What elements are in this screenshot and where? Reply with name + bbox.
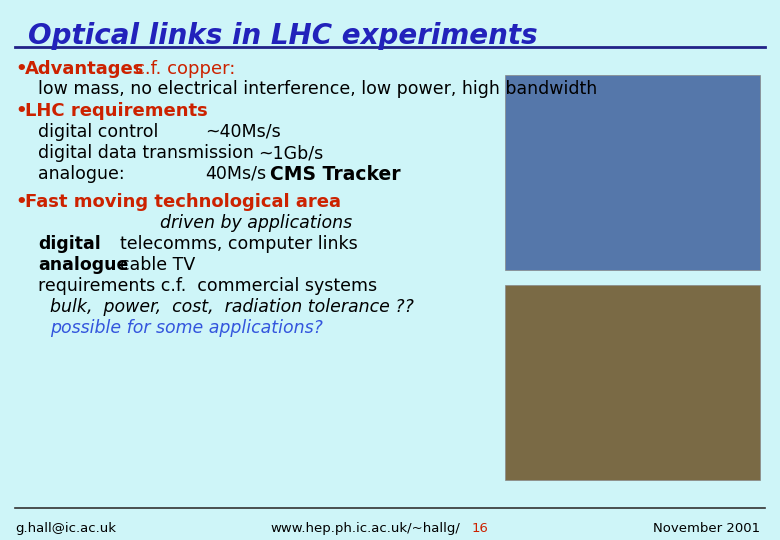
- Text: •: •: [15, 102, 27, 120]
- Text: cable TV: cable TV: [120, 256, 195, 274]
- Text: digital: digital: [38, 235, 101, 253]
- Text: digital control: digital control: [38, 123, 158, 141]
- Text: Advantages: Advantages: [25, 60, 144, 78]
- Text: g.hall@ic.ac.uk: g.hall@ic.ac.uk: [15, 522, 116, 535]
- Text: telecomms, computer links: telecomms, computer links: [120, 235, 358, 253]
- Text: Fast moving technological area: Fast moving technological area: [25, 193, 341, 211]
- Text: Optical links in LHC experiments: Optical links in LHC experiments: [28, 22, 537, 50]
- Text: requirements c.f.  commercial systems: requirements c.f. commercial systems: [38, 277, 377, 295]
- Text: digital data transmission: digital data transmission: [38, 144, 254, 162]
- Text: •: •: [15, 193, 27, 211]
- Text: November 2001: November 2001: [653, 522, 760, 535]
- Text: analogue: analogue: [38, 256, 129, 274]
- Text: www.hep.ph.ic.ac.uk/~hallg/: www.hep.ph.ic.ac.uk/~hallg/: [270, 522, 460, 535]
- Text: analogue:: analogue:: [38, 165, 125, 183]
- Text: 40Ms/s: 40Ms/s: [205, 165, 266, 183]
- Text: ~1Gb/s: ~1Gb/s: [258, 144, 323, 162]
- Text: driven by applications: driven by applications: [160, 214, 352, 232]
- Text: •: •: [15, 60, 27, 78]
- Text: LHC requirements: LHC requirements: [25, 102, 207, 120]
- Text: CMS Tracker: CMS Tracker: [270, 165, 401, 184]
- Text: possible for some applications?: possible for some applications?: [50, 319, 323, 337]
- Text: c.f. copper:: c.f. copper:: [135, 60, 236, 78]
- Text: low mass, no electrical interference, low power, high bandwidth: low mass, no electrical interference, lo…: [38, 80, 597, 98]
- Text: 16: 16: [472, 522, 488, 535]
- Text: bulk,  power,  cost,  radiation tolerance ??: bulk, power, cost, radiation tolerance ?…: [50, 298, 414, 316]
- Text: ~40Ms/s: ~40Ms/s: [205, 123, 281, 141]
- FancyBboxPatch shape: [505, 285, 760, 480]
- FancyBboxPatch shape: [505, 75, 760, 270]
